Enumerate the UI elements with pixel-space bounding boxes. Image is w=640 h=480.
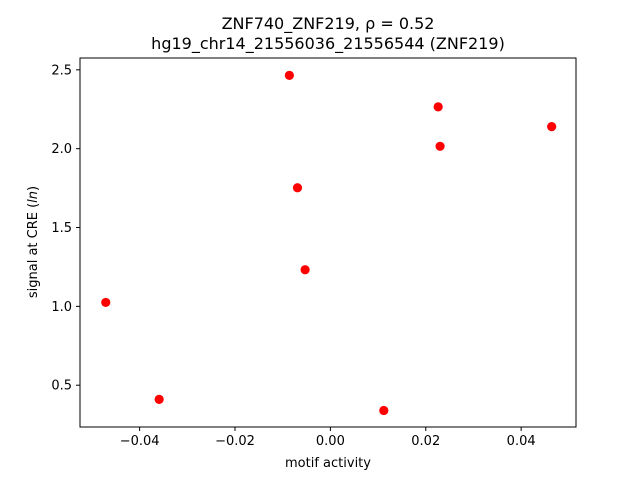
points-layer [101, 70, 557, 416]
data-point-9 [547, 121, 557, 132]
chart-title-line1: ZNF740_ZNF219, ρ = 0.52 [222, 14, 435, 34]
x-tick-label: −0.04 [120, 434, 160, 449]
x-axis-ticks: −0.04 −0.02 0.00 0.02 0.04 [120, 427, 536, 449]
data-point-2 [154, 394, 164, 405]
data-point-3 [284, 70, 294, 80]
data-point-4 [292, 183, 303, 193]
data-point-5 [300, 265, 310, 275]
y-tick-label: 2.0 [51, 142, 72, 157]
y-axis-ticks: 0.5 1.0 1.5 2.0 2.5 [51, 63, 80, 394]
x-axis-label: motif activity [285, 456, 371, 471]
data-point-8 [435, 141, 445, 151]
chart-title-line2: hg19_chr14_21556036_21556544 (ZNF219) [151, 34, 505, 54]
y-tick-label: 1.5 [51, 221, 72, 236]
y-tick-label: 2.5 [51, 63, 72, 78]
data-point-7 [433, 102, 443, 112]
y-tick-label: 1.0 [51, 300, 72, 315]
data-point-1 [101, 297, 111, 308]
plot-frame [79, 57, 577, 428]
y-axis-label: signal at CRE (ln) [26, 186, 41, 298]
x-tick-label: 0.04 [507, 434, 536, 449]
data-point-6 [379, 405, 389, 416]
x-tick-label: −0.02 [215, 434, 255, 449]
y-tick-label: 0.5 [51, 379, 72, 394]
x-tick-label: 0.00 [316, 434, 345, 449]
x-tick-label: 0.02 [411, 434, 440, 449]
